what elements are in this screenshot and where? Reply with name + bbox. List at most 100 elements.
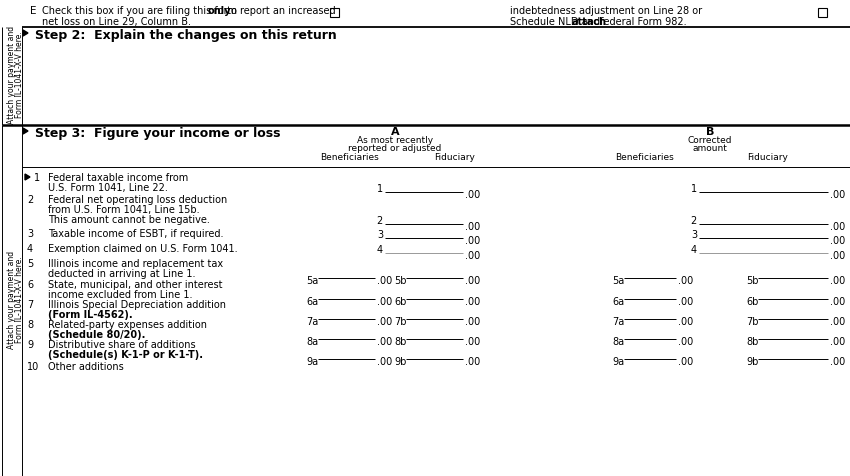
Text: amount: amount: [693, 144, 728, 153]
Text: .00: .00: [830, 276, 845, 286]
Text: Form IL-1041-X-V here.: Form IL-1041-X-V here.: [15, 257, 25, 343]
Text: 6b: 6b: [746, 297, 758, 307]
Text: B: B: [706, 127, 714, 137]
Text: Fiduciary: Fiduciary: [747, 153, 789, 162]
Text: .00: .00: [830, 317, 845, 327]
Text: 8b: 8b: [394, 337, 406, 347]
Text: .00: .00: [830, 222, 845, 232]
Text: attach: attach: [572, 17, 607, 27]
Text: 9a: 9a: [306, 357, 318, 367]
Text: 5a: 5a: [612, 276, 624, 286]
Text: 8: 8: [27, 320, 33, 330]
Text: Schedule NLD and: Schedule NLD and: [510, 17, 604, 27]
Polygon shape: [25, 174, 30, 180]
Text: federal Form 982.: federal Form 982.: [597, 17, 686, 27]
Text: 6a: 6a: [306, 297, 318, 307]
Text: 7b: 7b: [746, 317, 758, 327]
Text: 8b: 8b: [746, 337, 758, 347]
Text: income excluded from Line 1.: income excluded from Line 1.: [48, 290, 192, 300]
Text: indebtedness adjustment on Line 28 or: indebtedness adjustment on Line 28 or: [510, 6, 702, 16]
Text: (Schedule(s) K-1-P or K-1-T).: (Schedule(s) K-1-P or K-1-T).: [48, 350, 203, 360]
Text: 7a: 7a: [612, 317, 624, 327]
Text: .00: .00: [377, 357, 392, 367]
Text: Beneficiaries: Beneficiaries: [615, 153, 674, 162]
Text: .00: .00: [830, 190, 845, 200]
Text: Check this box if you are filing this form: Check this box if you are filing this fo…: [42, 6, 240, 16]
Text: Related-party expenses addition: Related-party expenses addition: [48, 320, 207, 330]
Text: net loss on Line 29, Column B.: net loss on Line 29, Column B.: [42, 17, 191, 27]
Text: A: A: [391, 127, 399, 137]
Text: .00: .00: [465, 251, 480, 261]
Text: 9b: 9b: [746, 357, 758, 367]
Text: 9a: 9a: [612, 357, 624, 367]
Text: Attach your payment and: Attach your payment and: [8, 251, 16, 349]
Text: only: only: [207, 6, 231, 16]
Text: Step 3:  Figure your income or loss: Step 3: Figure your income or loss: [35, 127, 281, 140]
Text: 1: 1: [34, 173, 40, 183]
Text: U.S. Form 1041, Line 22.: U.S. Form 1041, Line 22.: [48, 183, 167, 193]
Text: 6b: 6b: [394, 297, 406, 307]
Text: .00: .00: [678, 357, 694, 367]
Text: .00: .00: [465, 337, 480, 347]
Text: .00: .00: [830, 251, 845, 261]
Text: Federal net operating loss deduction: Federal net operating loss deduction: [48, 195, 227, 205]
Text: .00: .00: [465, 317, 480, 327]
Text: 5: 5: [27, 259, 33, 269]
Text: Illinois Special Depreciation addition: Illinois Special Depreciation addition: [48, 300, 226, 310]
Polygon shape: [23, 30, 28, 36]
Bar: [330, 8, 339, 17]
Text: (Schedule 80/20).: (Schedule 80/20).: [48, 330, 145, 340]
Text: .00: .00: [830, 297, 845, 307]
Text: .00: .00: [465, 297, 480, 307]
Text: 6a: 6a: [612, 297, 624, 307]
Text: This amount cannot be negative.: This amount cannot be negative.: [48, 215, 210, 225]
Text: .00: .00: [830, 357, 845, 367]
Text: .00: .00: [678, 337, 694, 347]
Text: .00: .00: [465, 276, 480, 286]
Text: .00: .00: [678, 276, 694, 286]
Text: 3: 3: [27, 229, 33, 239]
Text: 1: 1: [377, 184, 383, 194]
Text: .00: .00: [465, 357, 480, 367]
Text: 4: 4: [691, 245, 697, 255]
Text: Federal taxable income from: Federal taxable income from: [48, 173, 188, 183]
Text: 4: 4: [377, 245, 383, 255]
Text: E: E: [30, 6, 37, 16]
Text: .00: .00: [465, 190, 480, 200]
Text: 7: 7: [27, 300, 33, 310]
Text: 2: 2: [377, 216, 383, 226]
Text: As most recently: As most recently: [357, 136, 433, 145]
Text: 5a: 5a: [306, 276, 318, 286]
Text: 8a: 8a: [306, 337, 318, 347]
Text: deducted in arriving at Line 1.: deducted in arriving at Line 1.: [48, 269, 196, 279]
Text: 6: 6: [27, 280, 33, 290]
Text: Corrected: Corrected: [688, 136, 732, 145]
Text: State, municipal, and other interest: State, municipal, and other interest: [48, 280, 223, 290]
Text: 5b: 5b: [746, 276, 758, 286]
Text: .00: .00: [465, 236, 480, 246]
Text: 5b: 5b: [394, 276, 406, 286]
Text: Illinois income and replacement tax: Illinois income and replacement tax: [48, 259, 223, 269]
Text: Form IL-1041-X-V here.: Form IL-1041-X-V here.: [15, 31, 25, 119]
Text: Beneficiaries: Beneficiaries: [320, 153, 379, 162]
Text: 7b: 7b: [394, 317, 406, 327]
Text: .00: .00: [678, 297, 694, 307]
Text: .00: .00: [377, 297, 392, 307]
Text: Exemption claimed on U.S. Form 1041.: Exemption claimed on U.S. Form 1041.: [48, 244, 238, 254]
Text: .00: .00: [465, 222, 480, 232]
Text: .00: .00: [678, 317, 694, 327]
Text: 8a: 8a: [612, 337, 624, 347]
Text: .00: .00: [377, 317, 392, 327]
Text: 1: 1: [691, 184, 697, 194]
Text: (Form IL-4562).: (Form IL-4562).: [48, 310, 133, 320]
Bar: [818, 8, 827, 17]
Text: 10: 10: [27, 362, 39, 372]
Text: .00: .00: [830, 236, 845, 246]
Text: Other additions: Other additions: [48, 362, 124, 372]
Text: .00: .00: [377, 337, 392, 347]
Text: Taxable income of ESBT, if required.: Taxable income of ESBT, if required.: [48, 229, 224, 239]
Text: to report an increased: to report an increased: [224, 6, 336, 16]
Text: reported or adjusted: reported or adjusted: [348, 144, 442, 153]
Text: .00: .00: [377, 276, 392, 286]
Text: 9: 9: [27, 340, 33, 350]
